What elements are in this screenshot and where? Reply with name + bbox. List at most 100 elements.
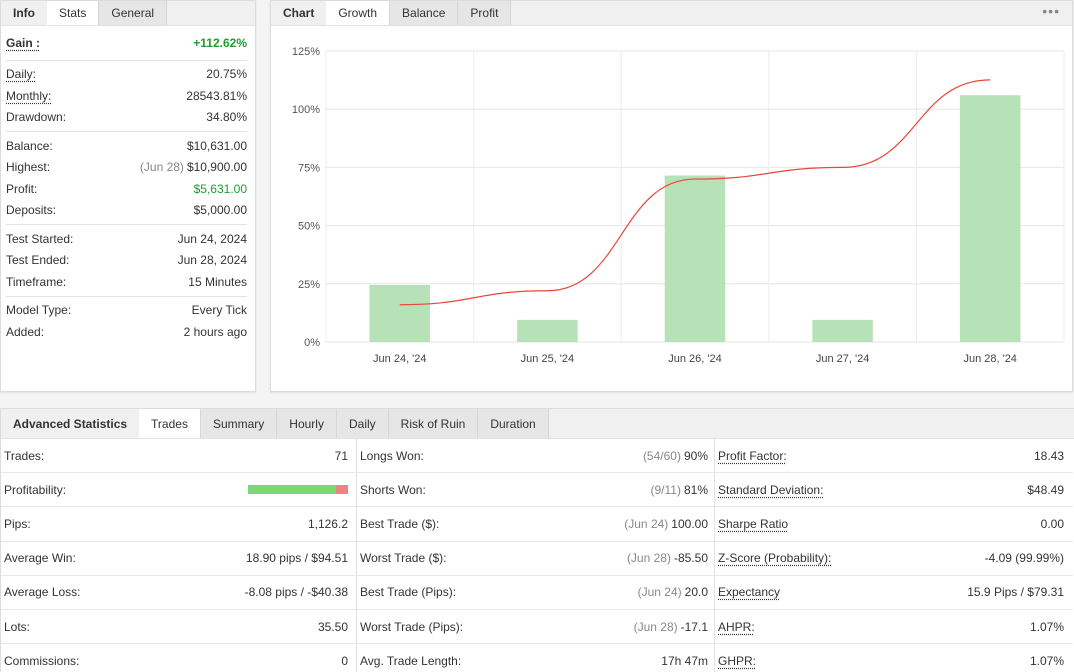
info-stats-list: Gain : +112.62% Daily: 20.75% Monthly: 28543.… — [1, 26, 255, 346]
info-label: Test Started: — [6, 232, 73, 246]
stat-label[interactable]: GHPR: — [718, 654, 756, 668]
tab-stats[interactable]: Stats — [47, 1, 99, 25]
info-row-daily: Daily: 20.75% — [6, 64, 247, 86]
tab-chart[interactable]: Chart — [271, 1, 326, 25]
info-value: 34.80% — [206, 110, 247, 124]
info-label: Drawdown: — [6, 110, 66, 124]
stat-value: 18.90 pips / $94.51 — [246, 551, 348, 565]
tab-daily[interactable]: Daily — [337, 409, 389, 438]
tab-advanced-statistics[interactable]: Advanced Statistics — [1, 409, 139, 438]
stat-row-longs-won: Longs Won: (54/60) 90% — [357, 439, 714, 473]
info-value: $5,631.00 — [194, 182, 247, 196]
more-menu-icon[interactable]: ••• — [1042, 3, 1060, 19]
info-value: 15 Minutes — [188, 275, 247, 289]
stat-value: 0.00 — [1041, 517, 1064, 531]
stat-value-text: -4.09 (99.99%) — [985, 551, 1064, 565]
stat-value-text: 71 — [335, 449, 348, 463]
stat-row-best-trade-pips: Best Trade (Pips): (Jun 24) 20.0 — [357, 576, 714, 610]
info-row-test-ended: Test Ended: Jun 28, 2024 — [6, 250, 247, 272]
info-value-text: $10,900.00 — [187, 160, 247, 174]
stat-value-text: 20.0 — [685, 585, 708, 599]
tab-balance[interactable]: Balance — [390, 1, 458, 25]
stat-row-best-trade: Best Trade ($): (Jun 24) 100.00 — [357, 507, 714, 541]
tab-growth[interactable]: Growth — [326, 1, 390, 25]
stat-value-text: $48.49 — [1027, 483, 1064, 497]
info-label: Test Ended: — [6, 253, 69, 267]
stats-column-1: Trades: 71 Profitability: Pips: 1,126.2 Avera… — [1, 439, 357, 672]
info-row-model-type: Model Type: Every Tick — [6, 300, 247, 322]
info-row-gain: Gain : +112.62% — [6, 32, 247, 54]
tab-trades[interactable]: Trades — [139, 409, 201, 438]
stat-value: (Jun 28) -85.50 — [627, 551, 708, 565]
stat-label[interactable]: Profit Factor: — [718, 449, 787, 463]
profitability-won-fill — [248, 485, 336, 494]
chart-tabs: Chart Growth Balance Profit — [271, 1, 1072, 26]
info-value-text: 15 Minutes — [188, 275, 247, 289]
info-value-text: Jun 28, 2024 — [178, 253, 247, 267]
info-group: Gain : +112.62% — [6, 26, 247, 61]
stat-value-text: 1.07% — [1030, 620, 1064, 634]
stat-value: 15.9 Pips / $79.31 — [967, 585, 1064, 599]
info-tabs: Info Stats General — [1, 1, 255, 26]
info-group: Test Started: Jun 24, 2024 Test Ended: Jun … — [6, 225, 247, 297]
stat-value-sub: (Jun 28) — [627, 551, 671, 565]
stat-label: Best Trade (Pips): — [360, 585, 456, 599]
x-tick-label: Jun 24, '24 — [373, 353, 426, 365]
stat-row-sharpe-ratio: Sharpe Ratio 0.00 — [715, 507, 1073, 541]
stat-value: 35.50 — [318, 620, 348, 634]
info-label: Balance: — [6, 139, 53, 153]
stat-label[interactable]: Expectancy — [718, 585, 780, 599]
stat-label[interactable]: Z-Score (Probability): — [718, 551, 831, 565]
tab-duration[interactable]: Duration — [478, 409, 548, 438]
stats-column-2: Longs Won: (54/60) 90% Shorts Won: (9/11) 81%… — [357, 439, 715, 672]
stat-row-profit-factor: Profit Factor: 18.43 — [715, 439, 1073, 473]
stat-label[interactable]: Standard Deviation: — [718, 483, 823, 497]
stat-label: Profitability: — [4, 483, 66, 497]
growth-chart: 0% 25% 50% 75% 100% 125% Jun 24, '24 Jun 25, '2… — [271, 27, 1072, 391]
info-value: (Jun 28) $10,900.00 — [140, 160, 247, 174]
stat-value: (54/60) 90% — [643, 449, 708, 463]
stat-value-text: -8.08 pips / -$40.38 — [245, 585, 348, 599]
stat-row-commissions: Commissions: 0 — [1, 644, 356, 672]
stat-value-text: 35.50 — [318, 620, 348, 634]
stat-value-text: 0 — [341, 654, 348, 668]
tab-info[interactable]: Info — [1, 1, 47, 25]
x-tick-label: Jun 28, '24 — [963, 353, 1016, 365]
y-tick-label: 25% — [298, 279, 320, 291]
info-row-test-started: Test Started: Jun 24, 2024 — [6, 228, 247, 250]
info-row-added: Added: 2 hours ago — [6, 321, 247, 343]
info-value: 2 hours ago — [184, 325, 247, 339]
info-value-text: +112.62% — [193, 36, 247, 50]
y-tick-label: 125% — [292, 46, 320, 58]
stat-value-text: 1,126.2 — [308, 517, 348, 531]
stat-label: Average Loss: — [4, 585, 81, 599]
tab-summary[interactable]: Summary — [201, 409, 277, 438]
stat-label[interactable]: AHPR: — [718, 620, 755, 634]
bar — [370, 285, 431, 342]
stat-value: -4.09 (99.99%) — [985, 551, 1064, 565]
stat-value-text: 1.07% — [1030, 654, 1064, 668]
info-group: Balance: $10,631.00 Highest: (Jun 28) $10,90… — [6, 132, 247, 225]
stat-row-ghpr: GHPR: 1.07% — [715, 644, 1073, 672]
stat-row-worst-trade-pips: Worst Trade (Pips): (Jun 28) -17.1 — [357, 610, 714, 644]
tab-general[interactable]: General — [99, 1, 167, 25]
tab-profit[interactable]: Profit — [458, 1, 511, 25]
stat-label: Worst Trade (Pips): — [360, 620, 463, 634]
stat-label[interactable]: Sharpe Ratio — [718, 517, 788, 531]
stat-value-text: 81% — [684, 483, 708, 497]
info-value-text: Every Tick — [192, 303, 247, 317]
info-value-text: $10,631.00 — [187, 139, 247, 153]
info-label: Daily: — [6, 67, 36, 81]
profitability-bar — [248, 485, 348, 494]
stat-value: 18.43 — [1034, 449, 1064, 463]
stat-value-text: -17.1 — [681, 620, 708, 634]
stat-value: (Jun 24) 20.0 — [638, 585, 708, 599]
stat-value: (Jun 24) 100.00 — [624, 517, 708, 531]
tab-hourly[interactable]: Hourly — [277, 409, 337, 438]
tab-risk-of-ruin[interactable]: Risk of Ruin — [389, 409, 479, 438]
info-value: 20.75% — [206, 67, 247, 81]
info-group: Model Type: Every Tick Added: 2 hours ago — [6, 297, 247, 346]
info-value: Jun 28, 2024 — [178, 253, 247, 267]
info-row-drawdown: Drawdown: 34.80% — [6, 107, 247, 129]
bar — [665, 176, 726, 342]
